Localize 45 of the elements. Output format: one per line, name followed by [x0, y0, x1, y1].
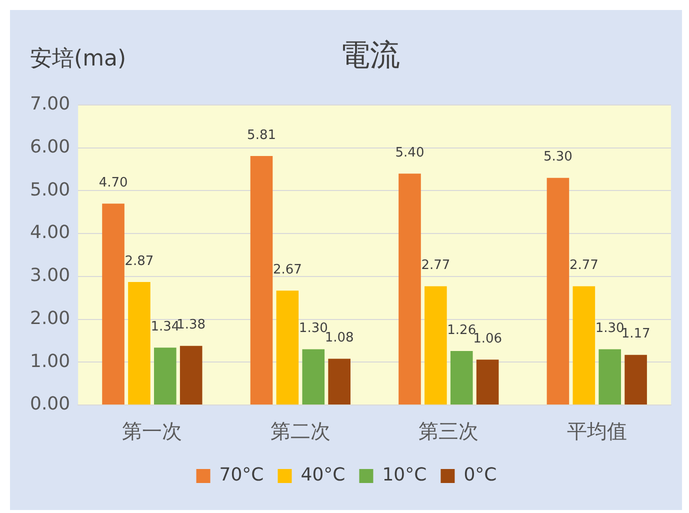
y-tick-label: 4.00: [30, 222, 70, 244]
data-label: 2.87: [124, 254, 154, 269]
y-tick-label: 3.00: [30, 265, 70, 286]
x-tick-label: 第一次: [122, 419, 182, 444]
bar: [154, 348, 176, 404]
data-label: 5.81: [247, 128, 276, 143]
y-tick-label: 7.00: [30, 94, 70, 115]
bar: [572, 286, 596, 404]
bar: [546, 178, 570, 404]
bar: [476, 360, 499, 404]
x-tick-label: 第三次: [418, 419, 479, 444]
bar: [276, 290, 299, 404]
bar: [128, 282, 150, 404]
bar: [180, 346, 202, 404]
data-label: 1.30: [595, 321, 624, 336]
legend-label: 0°C: [464, 464, 497, 486]
data-label: 2.77: [569, 258, 598, 274]
data-label: 2.67: [272, 262, 302, 278]
data-label: 5.40: [395, 145, 424, 160]
y-tick-label: 2.00: [30, 308, 70, 329]
bar: [424, 286, 447, 404]
data-label: 4.70: [98, 175, 128, 190]
bar: [250, 156, 273, 404]
legend-label: 70°C: [219, 464, 264, 486]
legend-label: 40°C: [300, 464, 346, 486]
bar: [302, 349, 325, 404]
bar: [624, 354, 647, 404]
chart-title: 電流: [340, 38, 400, 73]
data-label: 1.26: [447, 322, 476, 338]
x-tick-label: 平均值: [566, 419, 627, 444]
data-label: 1.38: [176, 318, 206, 333]
data-label: 2.77: [421, 258, 450, 274]
x-tick-label: 第二次: [270, 419, 330, 444]
bar: [102, 204, 124, 404]
y-tick-label: 5.00: [30, 179, 70, 200]
bar: [598, 349, 622, 404]
y-tick-label: 6.00: [30, 136, 70, 158]
y-tick-label: 0.00: [30, 394, 70, 415]
y-tick-label: 1.00: [30, 350, 70, 372]
legend-label: 10°C: [382, 464, 427, 486]
y-axis-title: 安培(ma): [30, 46, 126, 72]
bar: [398, 174, 421, 404]
bar: [328, 358, 350, 404]
bar: [450, 351, 473, 404]
data-label: 5.30: [544, 150, 572, 165]
